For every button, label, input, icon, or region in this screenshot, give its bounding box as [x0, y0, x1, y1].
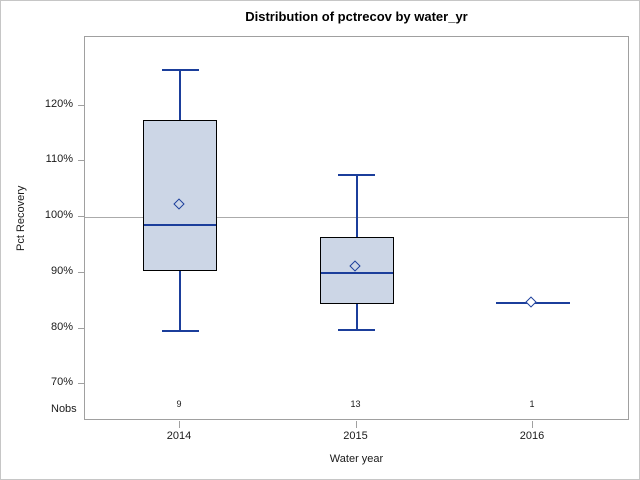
- y-tick-label: 80%: [50, 320, 73, 333]
- nobs-row-label: Nobs: [51, 403, 77, 415]
- x-tick-mark: [531, 421, 533, 428]
- x-tick-mark: [355, 421, 357, 428]
- x-category-label: 2016: [519, 430, 545, 442]
- y-tick-label: 100%: [44, 209, 73, 222]
- whisker-top-stem: [179, 69, 182, 120]
- box-iqr: [143, 119, 218, 271]
- whisker-min-cap: [161, 330, 199, 333]
- x-axis-title: Water year: [329, 453, 384, 465]
- nobs-value: 9: [176, 399, 182, 409]
- whisker-min-cap: [338, 328, 375, 331]
- x-tick-mark: [179, 421, 181, 428]
- whisker-bottom-stem: [355, 304, 358, 330]
- whisker-max-cap: [338, 174, 375, 177]
- y-tick-mark: [78, 271, 84, 273]
- median-line: [320, 271, 393, 274]
- y-tick-label: 120%: [44, 97, 73, 110]
- chart-title: Distribution of pctrecov by water_yr: [245, 9, 468, 24]
- whisker-bottom-stem: [179, 270, 182, 332]
- y-tick-mark: [78, 216, 84, 218]
- box-iqr: [319, 237, 394, 305]
- mean-diamond: [525, 295, 538, 308]
- y-tick-label: 90%: [50, 264, 73, 277]
- plot-area: [84, 36, 629, 420]
- y-tick-mark: [78, 327, 84, 329]
- nobs-value: 13: [350, 399, 361, 409]
- y-tick-label: 70%: [50, 376, 73, 389]
- nobs-value: 1: [529, 399, 535, 409]
- x-category-label: 2015: [343, 430, 368, 442]
- median-line: [144, 223, 217, 226]
- whisker-top-stem: [355, 175, 358, 238]
- y-tick-mark: [78, 383, 84, 385]
- y-tick-mark: [78, 160, 84, 162]
- y-tick-label: 110%: [45, 153, 73, 166]
- x-category-label: 2014: [166, 430, 192, 442]
- whisker-max-cap: [161, 68, 199, 71]
- y-tick-mark: [78, 104, 84, 106]
